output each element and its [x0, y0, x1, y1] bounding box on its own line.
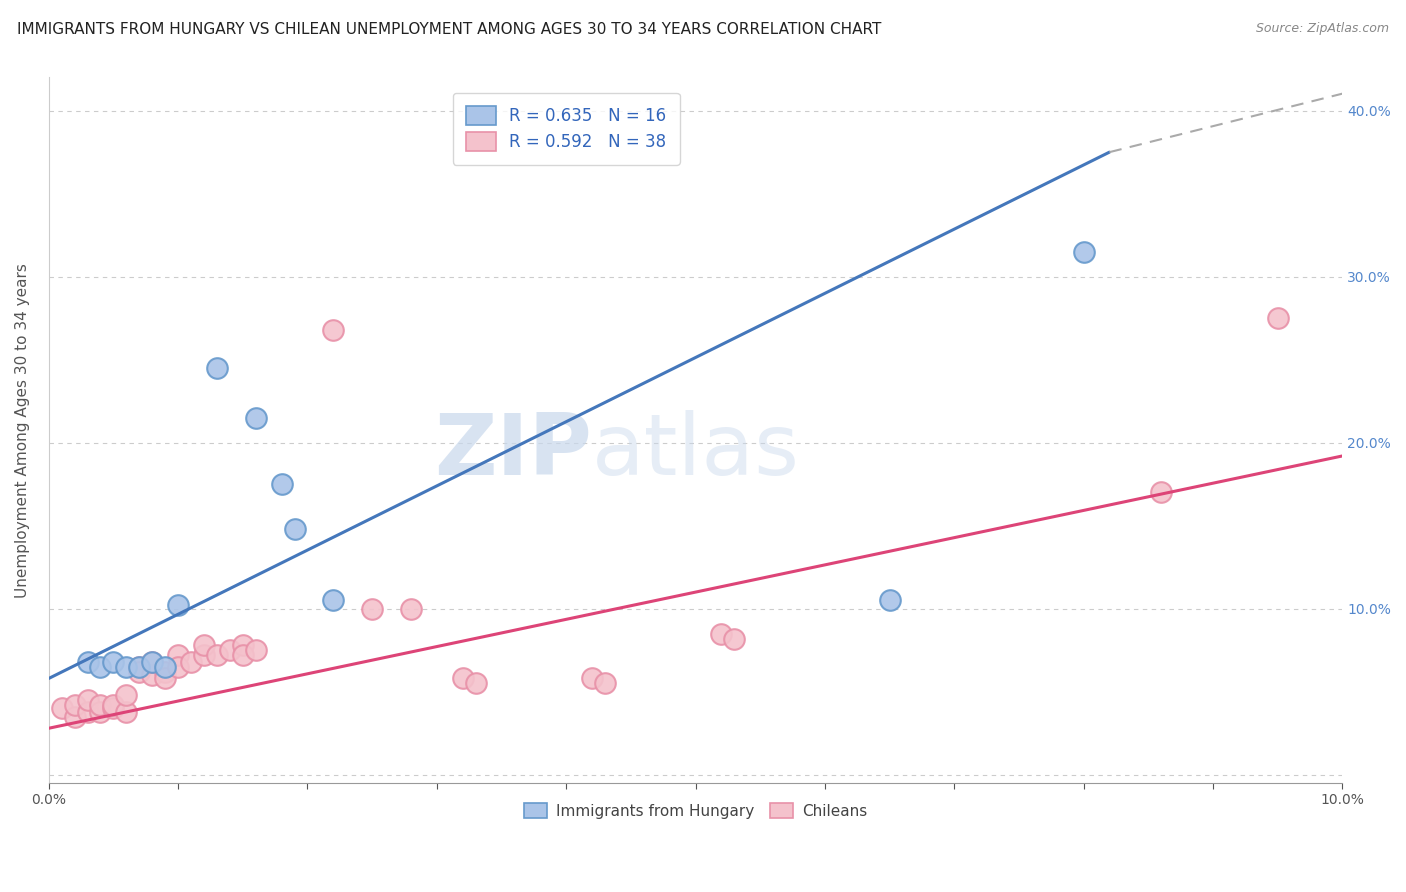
Point — [193, 648, 215, 663]
Point — [245, 643, 267, 657]
Point — [103, 698, 125, 712]
Point — [464, 676, 486, 690]
Point — [322, 323, 344, 337]
Point — [153, 672, 176, 686]
Point — [63, 709, 86, 723]
Point — [141, 655, 163, 669]
Point — [180, 655, 202, 669]
Point — [232, 638, 254, 652]
Point — [1267, 311, 1289, 326]
Y-axis label: Unemployment Among Ages 30 to 34 years: Unemployment Among Ages 30 to 34 years — [15, 263, 30, 598]
Point — [76, 655, 98, 669]
Point — [193, 638, 215, 652]
Point — [128, 665, 150, 679]
Point — [76, 693, 98, 707]
Point — [167, 660, 190, 674]
Point — [89, 705, 111, 719]
Point — [710, 626, 733, 640]
Text: Source: ZipAtlas.com: Source: ZipAtlas.com — [1256, 22, 1389, 36]
Point — [153, 660, 176, 674]
Point — [128, 660, 150, 674]
Text: ZIP: ZIP — [434, 410, 592, 493]
Point — [451, 672, 474, 686]
Legend: Immigrants from Hungary, Chileans: Immigrants from Hungary, Chileans — [517, 797, 873, 825]
Point — [361, 601, 384, 615]
Point — [245, 410, 267, 425]
Point — [51, 701, 73, 715]
Point — [1073, 244, 1095, 259]
Point — [128, 660, 150, 674]
Point — [89, 660, 111, 674]
Point — [115, 705, 138, 719]
Point — [167, 648, 190, 663]
Point — [153, 665, 176, 679]
Point — [103, 655, 125, 669]
Point — [103, 701, 125, 715]
Point — [879, 593, 901, 607]
Point — [581, 672, 603, 686]
Text: atlas: atlas — [592, 410, 800, 493]
Point — [270, 477, 292, 491]
Point — [89, 698, 111, 712]
Point — [218, 643, 240, 657]
Point — [115, 660, 138, 674]
Text: IMMIGRANTS FROM HUNGARY VS CHILEAN UNEMPLOYMENT AMONG AGES 30 TO 34 YEARS CORREL: IMMIGRANTS FROM HUNGARY VS CHILEAN UNEMP… — [17, 22, 882, 37]
Point — [399, 601, 422, 615]
Point — [167, 599, 190, 613]
Point — [141, 655, 163, 669]
Point — [141, 668, 163, 682]
Point — [723, 632, 745, 646]
Point — [205, 361, 228, 376]
Point — [76, 705, 98, 719]
Point — [593, 676, 616, 690]
Point — [283, 522, 305, 536]
Point — [322, 593, 344, 607]
Point — [63, 698, 86, 712]
Point — [1150, 485, 1173, 500]
Point — [205, 648, 228, 663]
Point — [232, 648, 254, 663]
Point — [115, 688, 138, 702]
